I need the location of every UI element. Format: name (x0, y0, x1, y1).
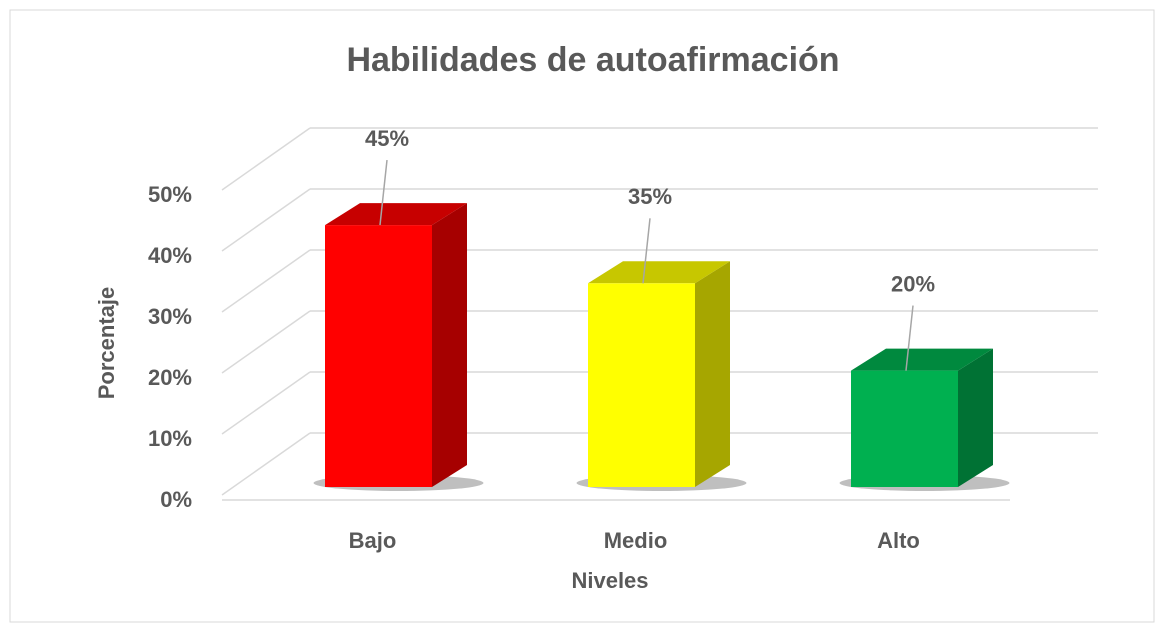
y-tick-label: 40% (148, 243, 192, 268)
value-label: 45% (365, 126, 409, 151)
bar (588, 283, 695, 487)
value-label: 20% (891, 271, 935, 296)
y-tick-label: 0% (160, 487, 192, 512)
grid-line (221, 127, 311, 191)
bar-side (432, 203, 467, 487)
bar (851, 370, 958, 487)
leader-line (379, 160, 388, 226)
x-axis-label: Niveles (571, 568, 648, 593)
bar-top (325, 203, 467, 226)
chart-title: Habilidades de autoafirmación (346, 41, 839, 79)
grid-line (221, 310, 311, 374)
bar-side (695, 261, 730, 487)
leader-line (642, 218, 651, 284)
x-tick-label: Bajo (349, 528, 397, 553)
chart-frame (9, 9, 1155, 623)
bar (325, 225, 432, 487)
leader-line (905, 305, 914, 371)
y-tick-label: 50% (148, 182, 192, 207)
y-tick-label: 10% (148, 426, 192, 451)
grid-line (221, 432, 311, 496)
bar-top (588, 261, 730, 284)
y-tick-label: 30% (148, 304, 192, 329)
x-tick-label: Alto (877, 528, 920, 553)
grid-line (221, 249, 311, 313)
grid-line (221, 188, 311, 252)
value-label: 35% (628, 184, 672, 209)
y-tick-label: 20% (148, 365, 192, 390)
bar-side (958, 348, 993, 487)
grid-line (221, 371, 311, 435)
x-tick-label: Medio (604, 528, 668, 553)
y-axis-label: Porcentaje (94, 287, 119, 400)
bar-top (851, 348, 993, 371)
